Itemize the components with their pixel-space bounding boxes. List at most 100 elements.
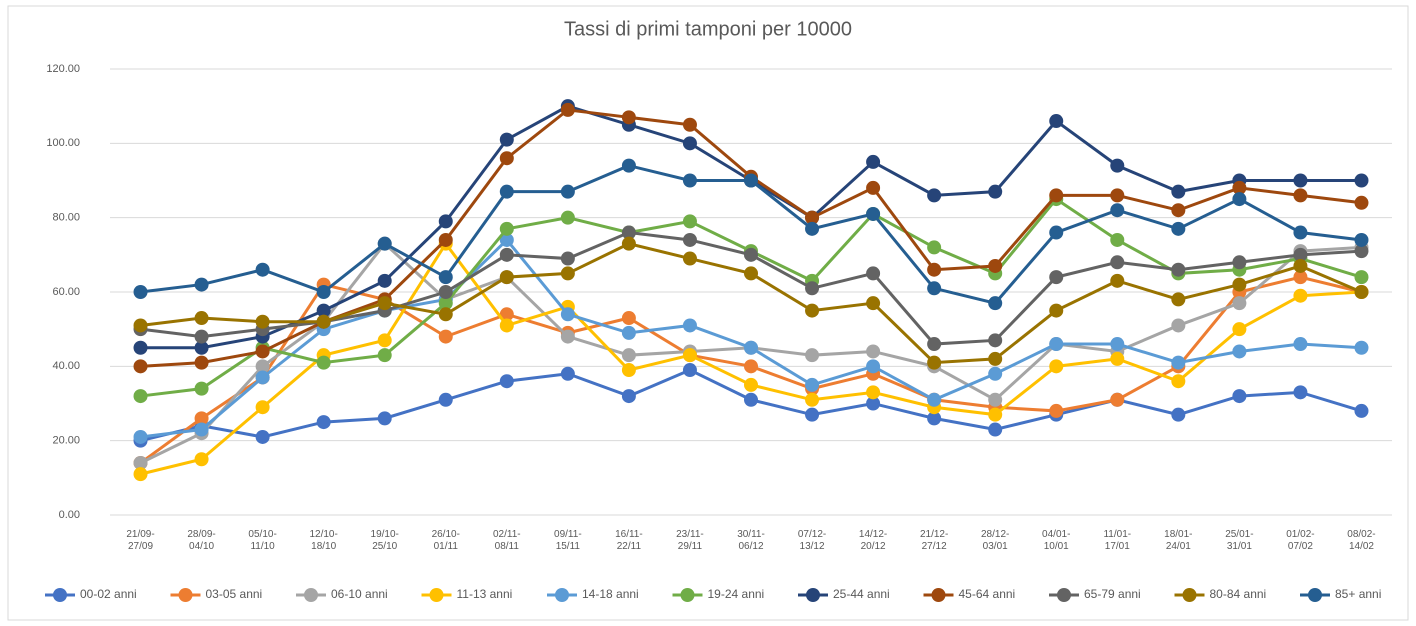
data-point	[133, 285, 148, 299]
legend-label: 80-84 anni	[1210, 587, 1267, 601]
data-point	[1354, 244, 1369, 259]
data-point	[866, 359, 881, 374]
data-point	[194, 277, 209, 292]
legend-marker	[680, 588, 695, 602]
data-point	[988, 392, 1003, 407]
legend-label: 03-05 anni	[206, 587, 263, 601]
data-point	[1110, 158, 1125, 173]
data-point	[316, 303, 331, 318]
data-point	[1049, 114, 1064, 129]
legend-marker	[806, 588, 820, 602]
data-point	[744, 340, 758, 355]
data-point	[682, 117, 697, 132]
data-point	[1171, 262, 1186, 277]
legend-label: 00-02 anni	[80, 587, 137, 601]
data-point	[621, 236, 636, 251]
x-tick-label: 21/09-27/09	[126, 529, 155, 552]
data-point	[744, 392, 758, 407]
data-point	[1110, 203, 1125, 218]
data-point	[499, 307, 514, 322]
data-point	[1293, 225, 1308, 240]
data-point	[1110, 232, 1125, 247]
data-point	[988, 184, 1003, 199]
legend-marker	[429, 588, 444, 602]
data-point	[133, 389, 148, 404]
data-point	[194, 422, 209, 437]
data-point	[682, 214, 697, 229]
data-point	[377, 348, 392, 363]
data-point	[438, 214, 453, 229]
data-point	[1171, 221, 1186, 236]
data-point	[621, 348, 636, 363]
data-point	[1171, 292, 1186, 307]
data-point	[744, 173, 758, 188]
data-point	[1354, 270, 1369, 285]
data-point	[621, 110, 636, 125]
data-point	[927, 392, 942, 407]
data-point	[255, 344, 270, 359]
data-point	[866, 296, 881, 311]
legend-marker	[304, 588, 318, 602]
data-point	[1293, 188, 1308, 203]
data-point	[988, 407, 1003, 422]
data-point	[682, 363, 697, 378]
y-tick-label: 120.00	[46, 63, 80, 75]
data-point	[927, 281, 942, 296]
data-point	[927, 262, 942, 277]
data-point	[377, 411, 392, 426]
data-point	[133, 318, 148, 333]
data-point	[988, 333, 1003, 348]
data-point	[805, 303, 820, 318]
data-point	[1293, 337, 1308, 352]
data-point	[621, 311, 636, 326]
data-point	[499, 318, 514, 333]
data-point	[499, 247, 514, 262]
data-point	[316, 285, 331, 299]
data-point	[194, 329, 209, 344]
data-point	[1354, 173, 1369, 188]
data-point	[499, 270, 514, 285]
data-point	[1171, 203, 1186, 218]
y-tick-label: 20.00	[52, 435, 80, 447]
data-point	[1232, 322, 1247, 337]
data-point	[988, 351, 1003, 366]
legend-label: 06-10 anni	[331, 587, 388, 601]
data-point	[560, 184, 575, 199]
data-point	[438, 307, 453, 322]
data-point	[133, 429, 148, 444]
data-point	[133, 359, 148, 374]
data-point	[1049, 188, 1064, 203]
data-point	[316, 355, 331, 370]
data-point	[1232, 180, 1247, 195]
data-point	[560, 251, 575, 266]
data-point	[1293, 385, 1308, 400]
data-point	[805, 392, 820, 407]
data-point	[866, 396, 881, 411]
data-point	[560, 307, 575, 322]
data-point	[133, 340, 148, 355]
x-tick-label: 09/11-15/11	[554, 529, 582, 552]
data-point	[805, 221, 820, 236]
data-point	[1110, 337, 1125, 352]
data-point	[1232, 344, 1247, 359]
data-point	[560, 266, 575, 281]
data-point	[377, 236, 392, 251]
data-point	[866, 266, 881, 281]
data-point	[1171, 184, 1186, 199]
data-point	[1232, 192, 1247, 207]
data-point	[744, 359, 758, 374]
legend-marker	[555, 588, 569, 602]
data-point	[560, 366, 575, 381]
legend-label: 11-13 anni	[457, 587, 513, 601]
x-tick-label: 26/10-01/11	[431, 529, 460, 552]
data-point	[1049, 225, 1064, 240]
data-point	[1110, 351, 1125, 366]
legend-marker	[178, 588, 193, 602]
x-tick-label: 02/11-08/11	[492, 529, 521, 552]
data-point	[499, 184, 514, 199]
data-point	[1171, 374, 1186, 389]
data-point	[805, 407, 820, 422]
data-point	[377, 296, 392, 311]
data-point	[255, 370, 270, 385]
